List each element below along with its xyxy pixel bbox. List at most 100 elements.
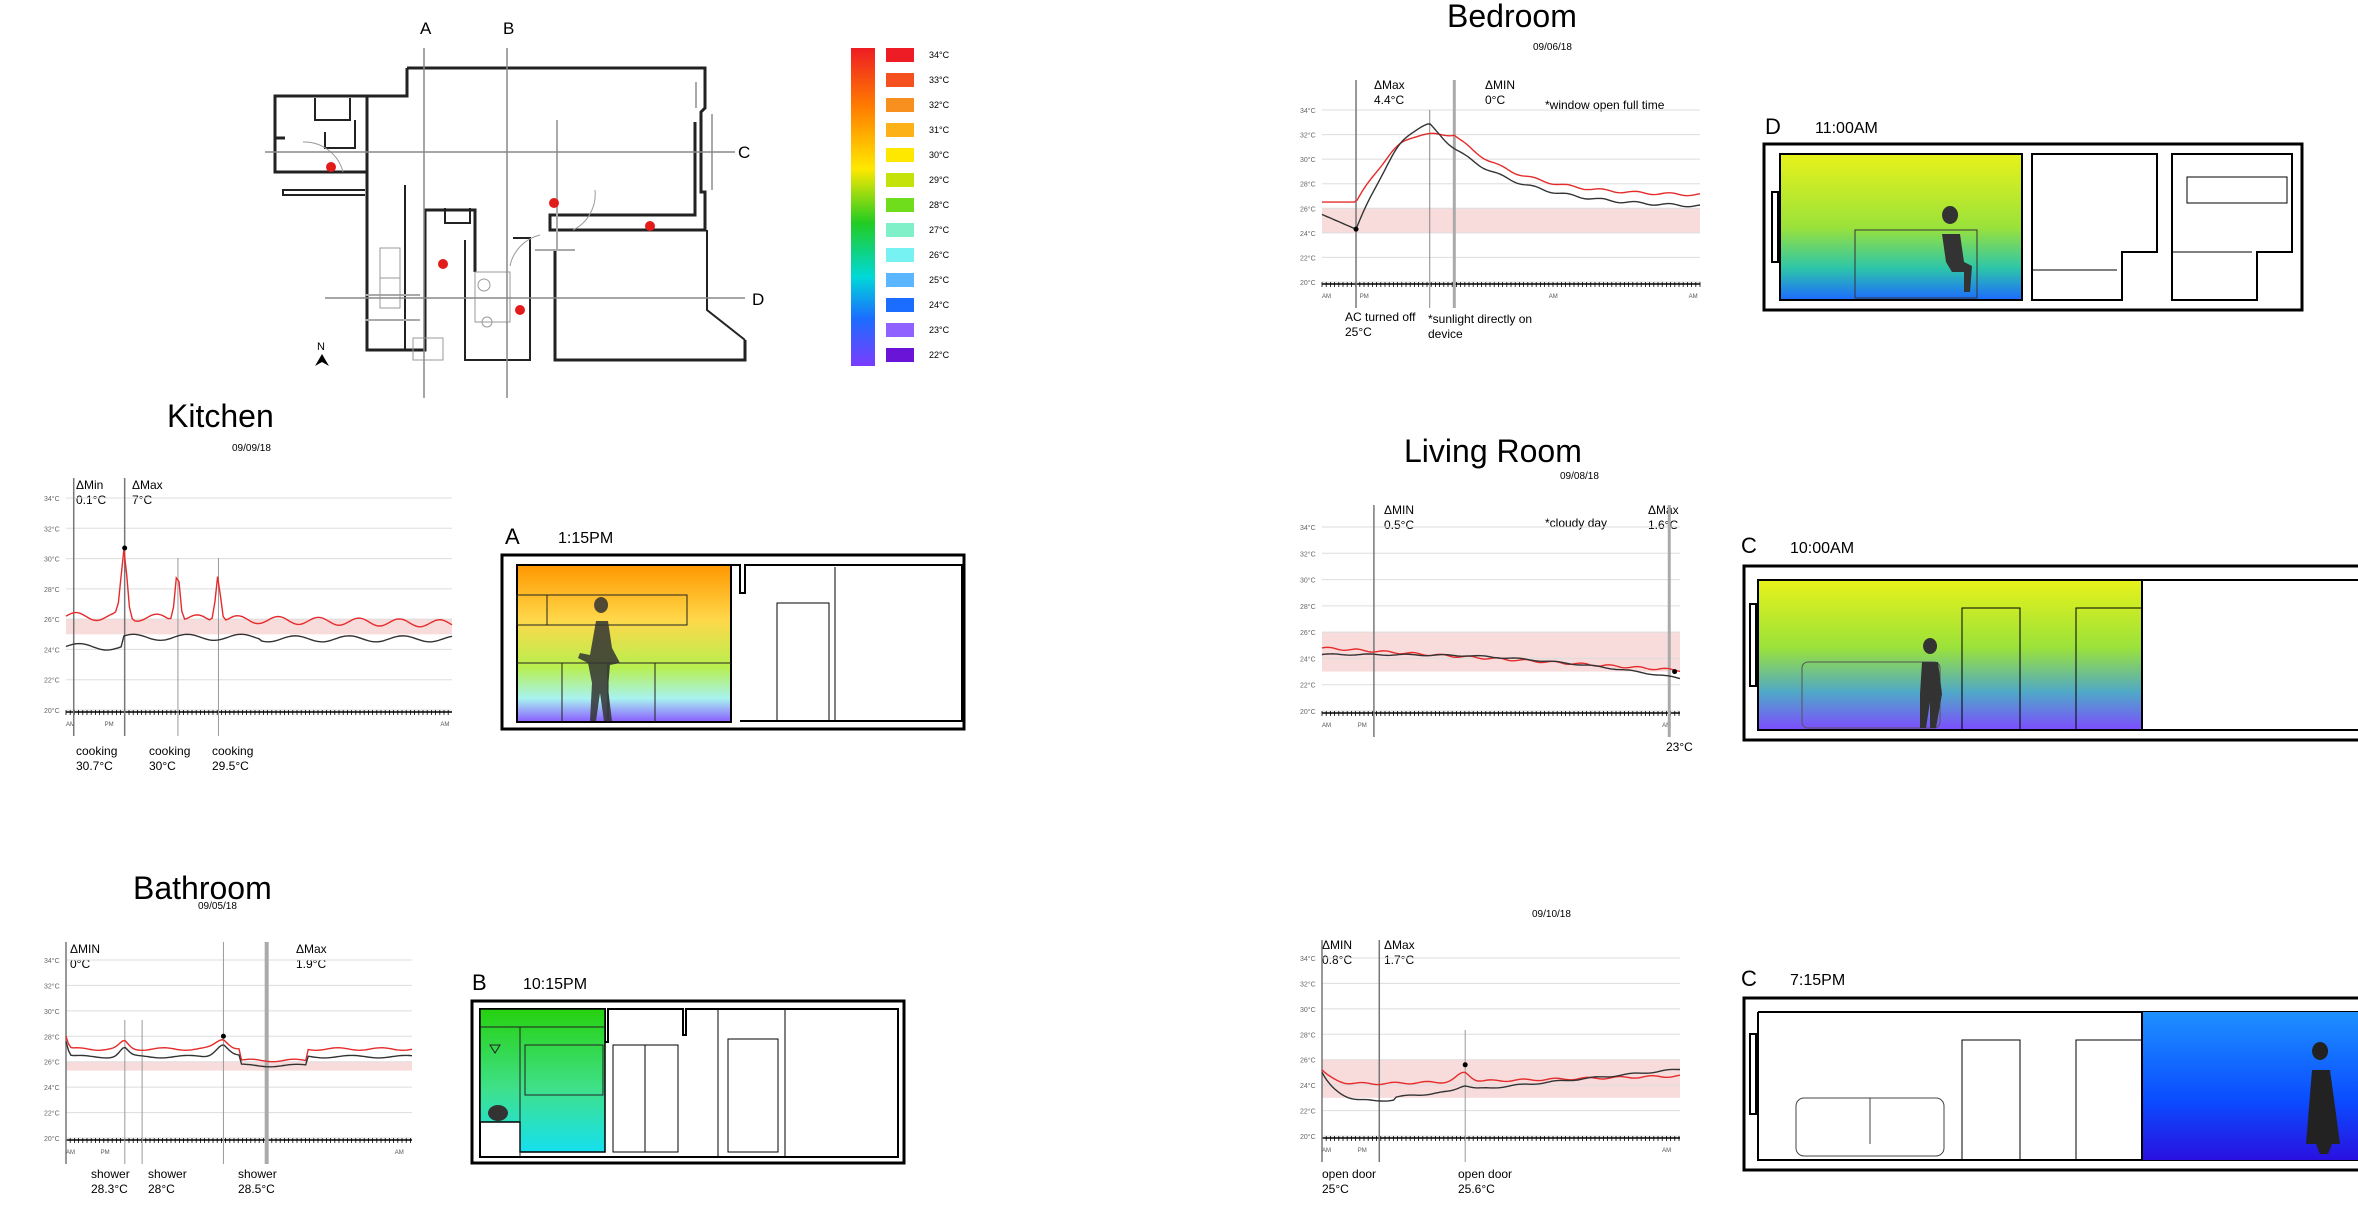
indoor-temp-series [65,633,453,651]
bedroom-max-note: ΔMax 4.4°C [1374,78,1405,107]
x-tick-label: AM [1662,1148,1671,1154]
section-d-time: 11:00AM [1815,120,1878,137]
x-tick-label: PM [101,1150,110,1156]
peak-point [220,1033,226,1039]
x-tick-label: AM [66,722,75,728]
legend-label: 26°C [929,250,950,260]
legend-label: 27°C [929,225,950,235]
legend-swatch [886,48,914,62]
y-tick-label: 24°C [1300,1082,1316,1090]
y-tick-label: 28°C [1300,1031,1316,1039]
y-tick-label: 20°C [44,1135,60,1143]
legend-label: 34°C [929,50,950,60]
y-tick-label: 20°C [44,707,60,715]
room5-event-2: open door 25.6°C [1458,1167,1513,1196]
y-tick-label: 22°C [1300,682,1316,690]
x-tick-label: AM [1322,723,1331,729]
x-tick-label: AM [1689,294,1698,300]
indoor-temp-series [1321,123,1701,230]
legend-label: 24°C [929,300,950,310]
bedroom-title: Bedroom [1447,0,1577,34]
room5-event-1: open door 25°C [1322,1167,1377,1196]
living-room-date: 09/08/18 [1560,471,1599,482]
section-b-time: 10:15PM [523,976,588,993]
legend-label: 29°C [929,175,950,185]
bedroom-extra-note: *window open full time [1545,98,1665,112]
x-tick-label: AM [1322,294,1331,300]
bathroom-event-1: shower 28.3°C [91,1167,130,1196]
legend-swatch [886,223,914,237]
y-tick-label: 22°C [1300,1108,1316,1116]
comfort-band [1322,1059,1680,1098]
bathroom-event-3: shower 28.5°C [238,1167,277,1196]
y-tick-label: 24°C [1300,655,1316,663]
section-c-time: 10:00AM [1790,540,1855,557]
y-tick-label: 30°C [44,1008,60,1016]
x-tick-label: PM [105,722,114,728]
living-min-note: ΔMIN 0.5°C [1384,503,1415,532]
outdoor-temp-series [65,1036,413,1063]
kitchen-max-note: ΔMax 7°C [132,478,163,507]
legend-swatch [886,73,914,87]
y-tick-label: 32°C [1300,550,1316,558]
plan-cut-label: B [503,20,514,38]
y-tick-label: 20°C [1300,279,1316,287]
x-tick-label: AM [66,1150,75,1156]
indoor-temp-series [65,1041,413,1068]
legend-swatch [886,123,914,137]
section-a-drawing [500,553,966,731]
outdoor-temp-series [65,549,453,628]
bedroom-event-1: AC turned off 25°C [1345,310,1416,339]
y-tick-label: 34°C [1300,524,1316,532]
x-tick-label: PM [1358,723,1367,729]
room5-date: 09/10/18 [1532,909,1571,920]
y-tick-label: 26°C [1300,1057,1316,1065]
y-tick-label: 30°C [1300,156,1316,164]
legend-swatch [886,198,914,212]
indoor-temp-series [1321,653,1681,680]
y-tick-label: 32°C [44,982,60,990]
section-b-letter: B [472,970,487,995]
outdoor-temp-series [1321,1069,1681,1086]
y-tick-label: 20°C [1300,708,1316,716]
legend-label: 28°C [929,200,950,210]
y-tick-label: 28°C [44,586,60,594]
y-tick-label: 26°C [1300,205,1316,213]
y-tick-label: 26°C [44,1059,60,1067]
legend-label: 31°C [929,125,950,135]
north-label: N [317,341,325,353]
legend-swatch [886,248,914,262]
indoor-temp-series [1321,1068,1680,1102]
bathroom-date: 09/05/18 [198,901,237,912]
y-tick-label: 24°C [44,646,60,654]
section-c-letter: C [1741,533,1757,558]
plan-cut-label: A [420,20,432,38]
x-tick-label: AM [1322,1148,1331,1154]
temperature-gradient-bar [851,48,875,366]
floor-plan: A B C D N [265,20,764,398]
comfort-band [1322,208,1700,233]
bedroom-event-2: *sunlight directly on device [1428,312,1533,341]
y-tick-label: 26°C [44,616,60,624]
kitchen-temperature-chart: 34°C 32°C 30°C 28°C 26°C 24°C 22°C 20°C AM PM AM [44,478,453,736]
kitchen-date: 09/09/18 [232,443,271,454]
x-tick-label: AM [440,722,449,728]
section-a-letter: A [505,524,520,549]
bedroom-min-note: ΔMIN 0°C [1485,78,1516,107]
y-tick-label: 20°C [1300,1133,1316,1141]
kitchen-event-1: cooking 30.7°C [76,744,118,773]
comfort-band [1322,632,1680,672]
y-tick-label: 24°C [1300,230,1316,238]
y-tick-label: 30°C [1300,577,1316,585]
peak-point [1353,226,1359,232]
x-tick-label: AM [1662,723,1671,729]
section-c2-time: 7:15PM [1790,972,1846,989]
legend-swatch [886,298,914,312]
y-tick-label: 30°C [44,556,60,564]
legend-label: 22°C [929,350,950,360]
living-temperature-chart: 34°C 32°C 30°C 28°C 26°C 24°C 22°C 20°C AM PM AM [1300,505,1681,737]
y-tick-label: 28°C [1300,181,1316,189]
legend-swatch [886,98,914,112]
section-d-drawing [1762,142,2304,312]
y-tick-label: 22°C [44,677,60,685]
